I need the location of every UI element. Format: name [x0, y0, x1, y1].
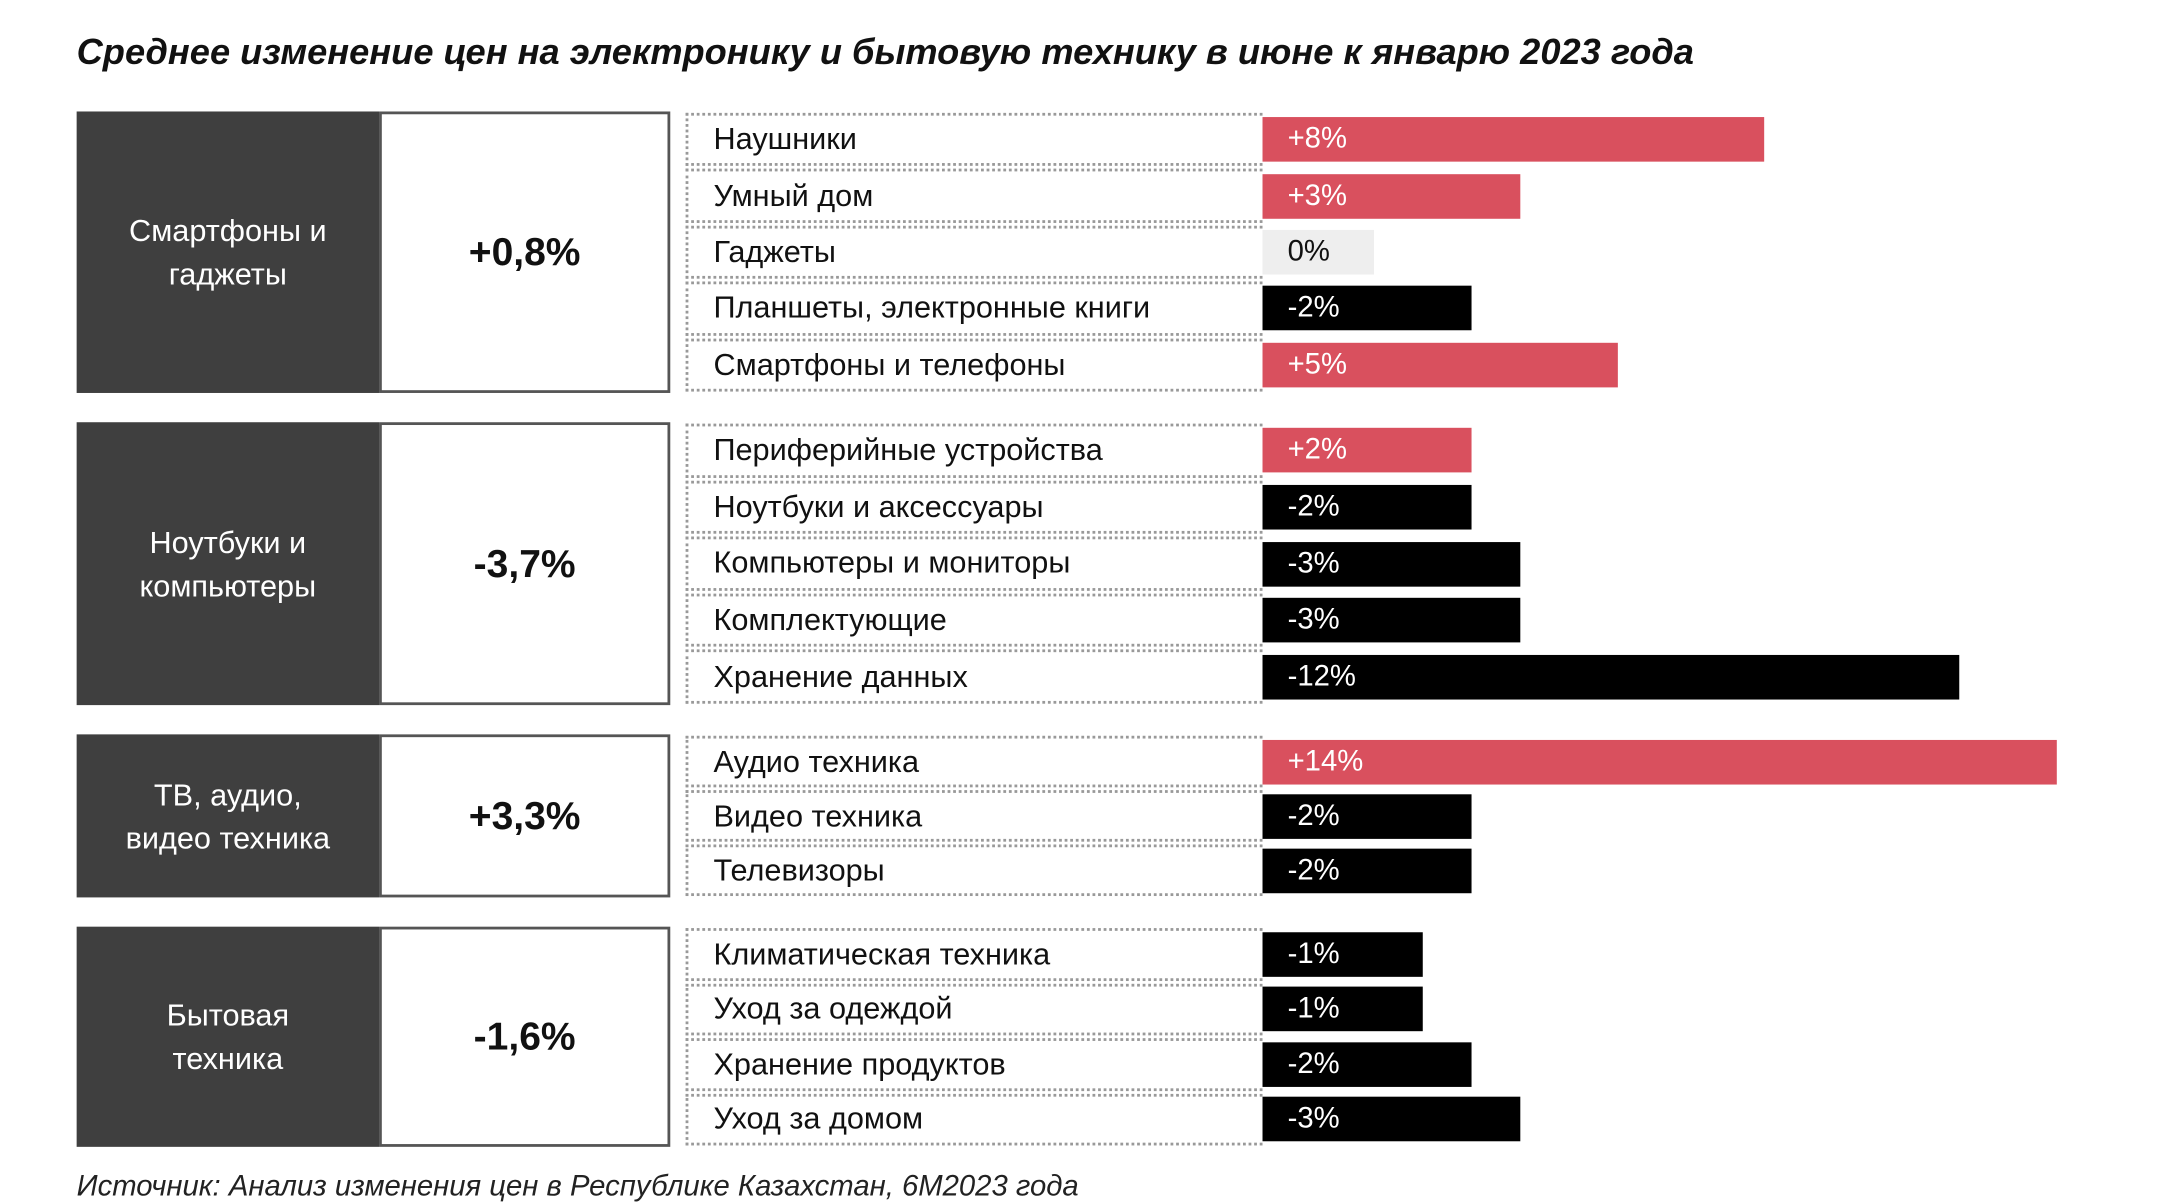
chart-title: Среднее изменение цен на электронику и б… — [76, 30, 1694, 73]
bar: +2% — [1262, 428, 1472, 473]
row-label: Смартфоны и телефоны — [685, 338, 1263, 392]
group-total: +0,8% — [379, 111, 671, 393]
row-label: Видео техника — [685, 790, 1263, 842]
row-label: Компьютеры и мониторы — [685, 536, 1263, 591]
bar: -3% — [1262, 597, 1521, 643]
bar: 0% — [1262, 229, 1374, 275]
row-label: Хранение данных — [685, 649, 1263, 704]
bar: -1% — [1262, 986, 1423, 1032]
row-label: Ноутбуки и аксессуары — [685, 480, 1263, 534]
group-name: Ноутбуки и компьютеры — [76, 422, 380, 706]
row-label: Комплектующие — [685, 593, 1263, 648]
bar: +14% — [1262, 739, 2057, 784]
bar: +5% — [1262, 342, 1618, 388]
bar: +8% — [1262, 117, 1765, 162]
row-label: Климатическая техника — [685, 928, 1263, 981]
group-total: -1,6% — [379, 926, 671, 1147]
source-note: Источник: Анализ изменения цен в Республ… — [76, 1170, 1079, 1203]
row-label: Умный дом — [685, 169, 1263, 223]
row-label: Телевизоры — [685, 844, 1263, 897]
row-label: Уход за одеждой — [685, 983, 1263, 1036]
bar: -2% — [1262, 847, 1472, 893]
bar: -3% — [1262, 541, 1521, 586]
row-label: Планшеты, электронные книги — [685, 281, 1263, 336]
group-name: ТВ, аудио, видео техника — [76, 734, 380, 898]
row-label: Хранение продуктов — [685, 1038, 1263, 1091]
bar: -1% — [1262, 931, 1423, 977]
group-name: Бытовая техника — [76, 926, 380, 1147]
bar: +3% — [1262, 173, 1521, 219]
row-label: Наушники — [685, 112, 1263, 167]
row-label: Гаджеты — [685, 225, 1263, 279]
bar: -3% — [1262, 1097, 1521, 1142]
group-total: -3,7% — [379, 422, 671, 706]
group-name: Смартфоны и гаджеты — [76, 111, 380, 393]
bar: -2% — [1262, 793, 1472, 839]
bar: -2% — [1262, 286, 1472, 331]
row-label: Аудио техника — [685, 735, 1263, 788]
bar: -12% — [1262, 654, 1960, 700]
row-label: Уход за домом — [685, 1093, 1263, 1146]
bar: -2% — [1262, 1041, 1472, 1087]
row-label: Периферийные устройства — [685, 423, 1263, 478]
bar: -2% — [1262, 484, 1472, 530]
group-total: +3,3% — [379, 734, 671, 898]
